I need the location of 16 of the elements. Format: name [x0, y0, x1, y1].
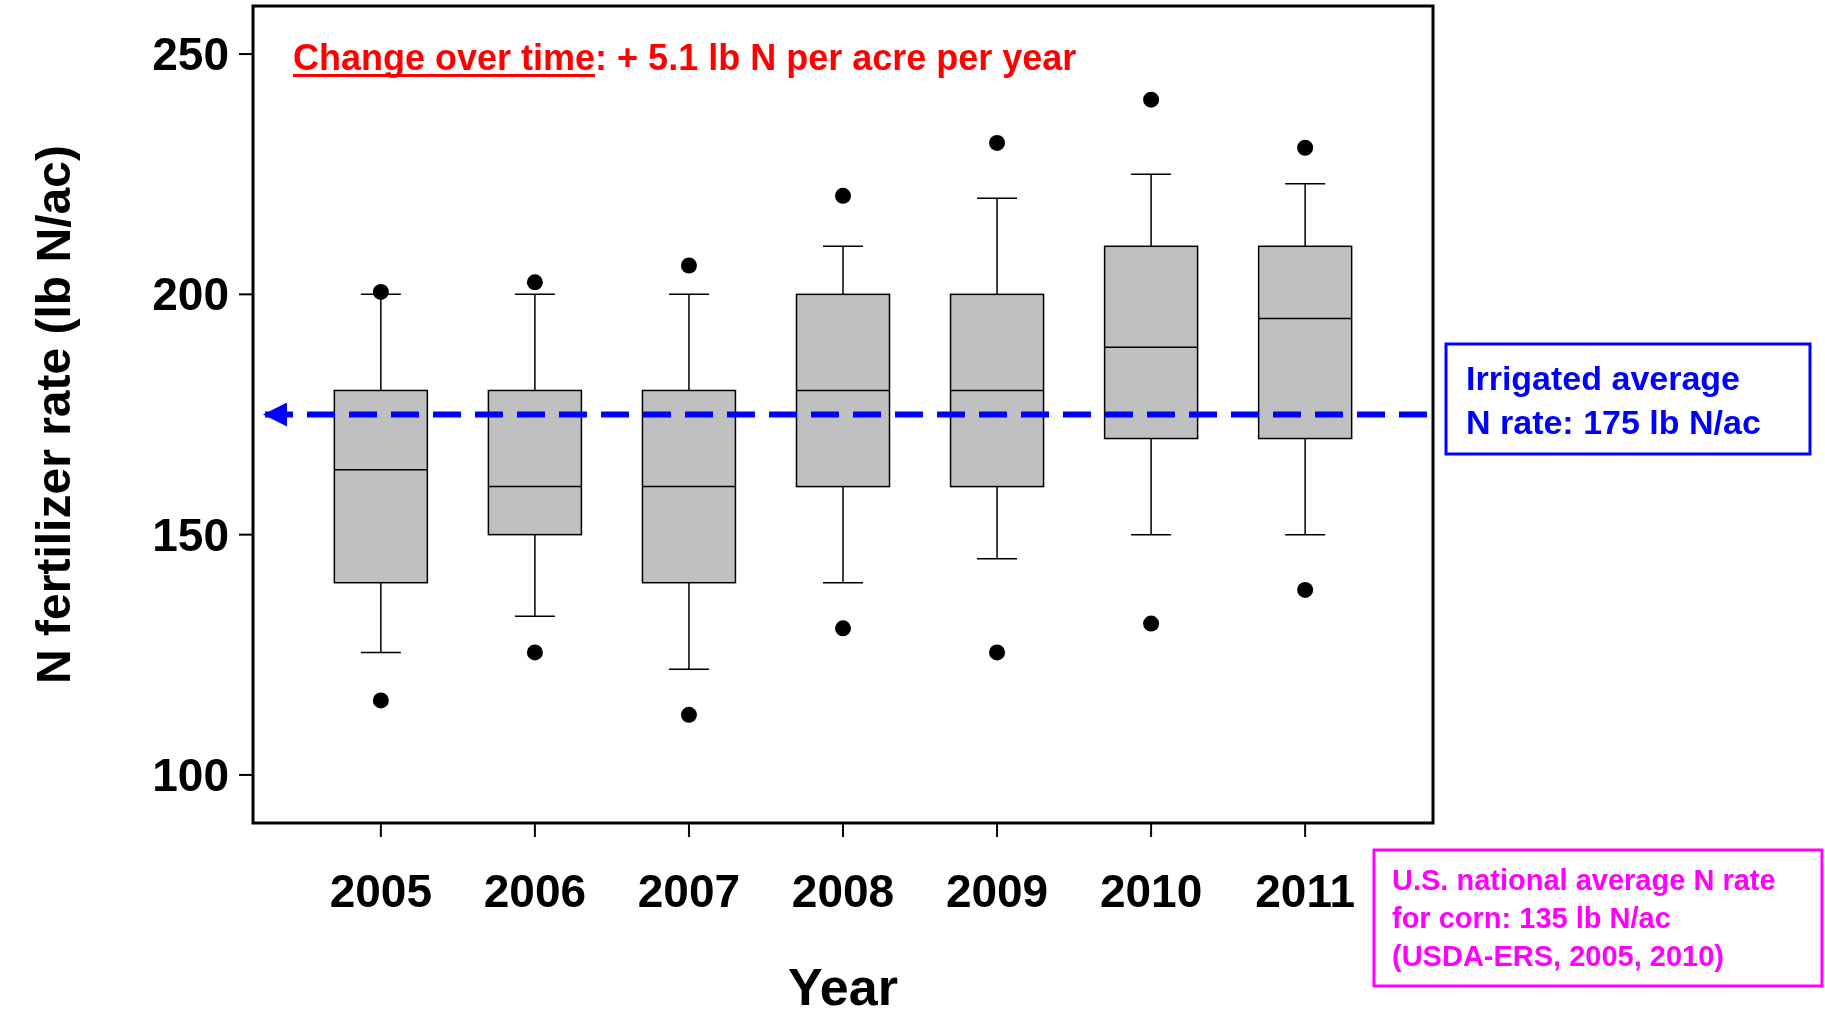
ref-line-label: Irrigated average N rate: 175 lb N/ac [1466, 359, 1761, 441]
x-tick-label: 2008 [791, 865, 895, 917]
y-tick-label: 100 [152, 749, 229, 802]
y-tick-label: 200 [152, 268, 229, 321]
y-axis-title: N fertilizer rate (lb N/ac) [27, 145, 80, 684]
x-tick-label: 2011 [1255, 865, 1356, 917]
x-tick-label: 2005 [329, 865, 433, 917]
x-tick-label: 2009 [945, 865, 1049, 917]
text: U.S. national average N rate for corn: 135 lb N/ac (USDA-ERS, 2005, 2010) [1392, 864, 1776, 972]
annotation: Change over time: + 5.1 lb N per acre per year [293, 37, 1077, 78]
y-tick-label: 250 [152, 28, 229, 81]
x-tick-label: 2006 [483, 865, 587, 917]
x-tick-label: 2007 [637, 865, 741, 917]
x-tick-label: 2010 [1099, 865, 1203, 917]
y-tick-label: 150 [152, 508, 229, 561]
x-axis-title: Year [788, 958, 898, 1015]
